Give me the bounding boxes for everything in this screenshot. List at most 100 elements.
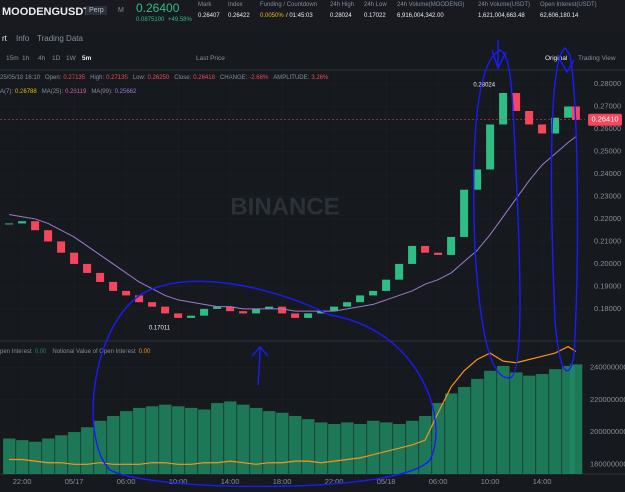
candle [551, 117, 560, 134]
annotation-oval [550, 47, 579, 372]
stat-value: 0.26422 [228, 13, 250, 19]
x-tick-label: 06:00 [429, 477, 448, 486]
ohlc-label: Close: [174, 75, 192, 81]
ohlc-date: 25/05/18 16:10 [0, 75, 41, 81]
candle [252, 308, 261, 314]
annotation-arrow [491, 40, 507, 70]
oi-bar [393, 424, 406, 474]
ohlc-value: 3.26% [311, 75, 329, 81]
watermark: BINANCE [230, 193, 339, 220]
legend-label: pen Interest [0, 349, 32, 355]
ma-value: 0.25662 [114, 89, 137, 95]
candle [265, 306, 274, 309]
x-tick-label: 14:00 [533, 477, 552, 486]
y-tick-label: 0.20000 [594, 259, 621, 268]
y-tick-label: 2000000000 [590, 427, 625, 436]
hand-annotations [92, 40, 579, 488]
stat-label: 24h Volume(MOODENG) [397, 2, 465, 8]
candle [538, 124, 547, 134]
stat-label: 24h High [330, 2, 355, 8]
candle [148, 302, 157, 307]
y-tick-label: 1800000000 [590, 459, 625, 468]
legend-value: 0.00 [138, 349, 151, 355]
x-tick-label: 18:00 [273, 477, 292, 486]
oi-bar [250, 407, 263, 474]
ma-value: 0.26788 [15, 89, 37, 95]
candle [447, 236, 456, 255]
oi-bar [263, 411, 276, 474]
candle [343, 302, 352, 307]
stat-label: 24h Low [364, 2, 387, 8]
x-tick-label: 05/17 [65, 477, 84, 486]
oi-bar [315, 422, 328, 474]
tab[interactable]: Info [16, 34, 30, 43]
badge: Perp [86, 6, 107, 15]
candle [135, 295, 144, 303]
oi-bar [68, 432, 81, 474]
interval[interactable]: 5m [82, 55, 92, 62]
candle [395, 263, 404, 280]
candle [473, 169, 482, 190]
sub-price: 0.0875100 [136, 17, 165, 23]
ohlc-label: High: [90, 75, 105, 81]
oi-bar [328, 424, 341, 474]
oi-bar [237, 404, 250, 474]
candle [44, 230, 53, 242]
y-tick-label: 0.24000 [594, 169, 621, 178]
view[interactable]: Original [545, 55, 568, 62]
y-tick-label: 0.27000 [594, 101, 621, 110]
stat-value: 1,621,004,663.48 [478, 13, 525, 19]
oi-bar [536, 374, 549, 474]
candle [499, 92, 508, 125]
oi-legend: pen Interest 0.00 Notional Value of Open I… [0, 349, 156, 355]
stat-label: 24h Volume(USDT) [478, 2, 531, 8]
candle [96, 272, 105, 282]
y-tick-label: 0.23000 [594, 191, 621, 200]
y-tick-label: 0.28000 [594, 79, 621, 88]
ma-value: 0.26119 [65, 89, 87, 95]
header [0, 0, 625, 30]
interval[interactable]: 15m [6, 55, 19, 62]
last-price-box [588, 113, 622, 126]
stat-value: 0.17022 [364, 13, 386, 19]
price-type[interactable]: Last Price [196, 55, 225, 62]
oi-bar [94, 420, 107, 474]
oi-bar [445, 393, 458, 474]
symbol[interactable]: MOODENGUSDT [2, 6, 90, 18]
ohlc-label: AMPLITUDE: [273, 75, 310, 81]
candle [57, 241, 66, 253]
tab[interactable]: rt [2, 34, 7, 43]
oi-bar [510, 372, 523, 474]
stat-value: 0.26407 [198, 13, 220, 19]
oi-bar [224, 401, 237, 474]
stat-label: Open Interest(USDT) [540, 2, 597, 8]
candle [291, 313, 300, 318]
interval[interactable]: 4h [38, 55, 46, 62]
menu-icon[interactable]: M [118, 7, 124, 14]
view[interactable]: Trading View [578, 55, 616, 62]
x-tick-label: 10:00 [481, 477, 500, 486]
interval[interactable]: 1W [66, 55, 76, 62]
oi-bar [471, 378, 484, 474]
annotation-oval [473, 49, 521, 379]
candle [122, 290, 131, 296]
oi-bar [497, 365, 510, 474]
tab[interactable]: Trading Data [37, 34, 83, 43]
legend-label: Notional Value of Open Interest [52, 349, 136, 355]
ma-label: MA(99): [91, 89, 113, 95]
oi-bar [55, 435, 68, 474]
stat-label: Funding / Countdown [260, 2, 318, 8]
candle [460, 189, 469, 237]
oi-bar [42, 438, 55, 474]
interval[interactable]: 1D [52, 55, 61, 62]
oi-bar [354, 424, 367, 474]
y-tick-label: 0.18000 [594, 304, 621, 313]
last-price-label: 0.26410 [591, 115, 618, 124]
oi-bar [276, 412, 289, 474]
ohlc-label: CHANGE: [219, 75, 248, 81]
oi-bar [133, 407, 146, 474]
oi-bar [549, 369, 562, 474]
interval[interactable]: 1h [22, 55, 30, 62]
stat-label: Mark [198, 2, 212, 8]
